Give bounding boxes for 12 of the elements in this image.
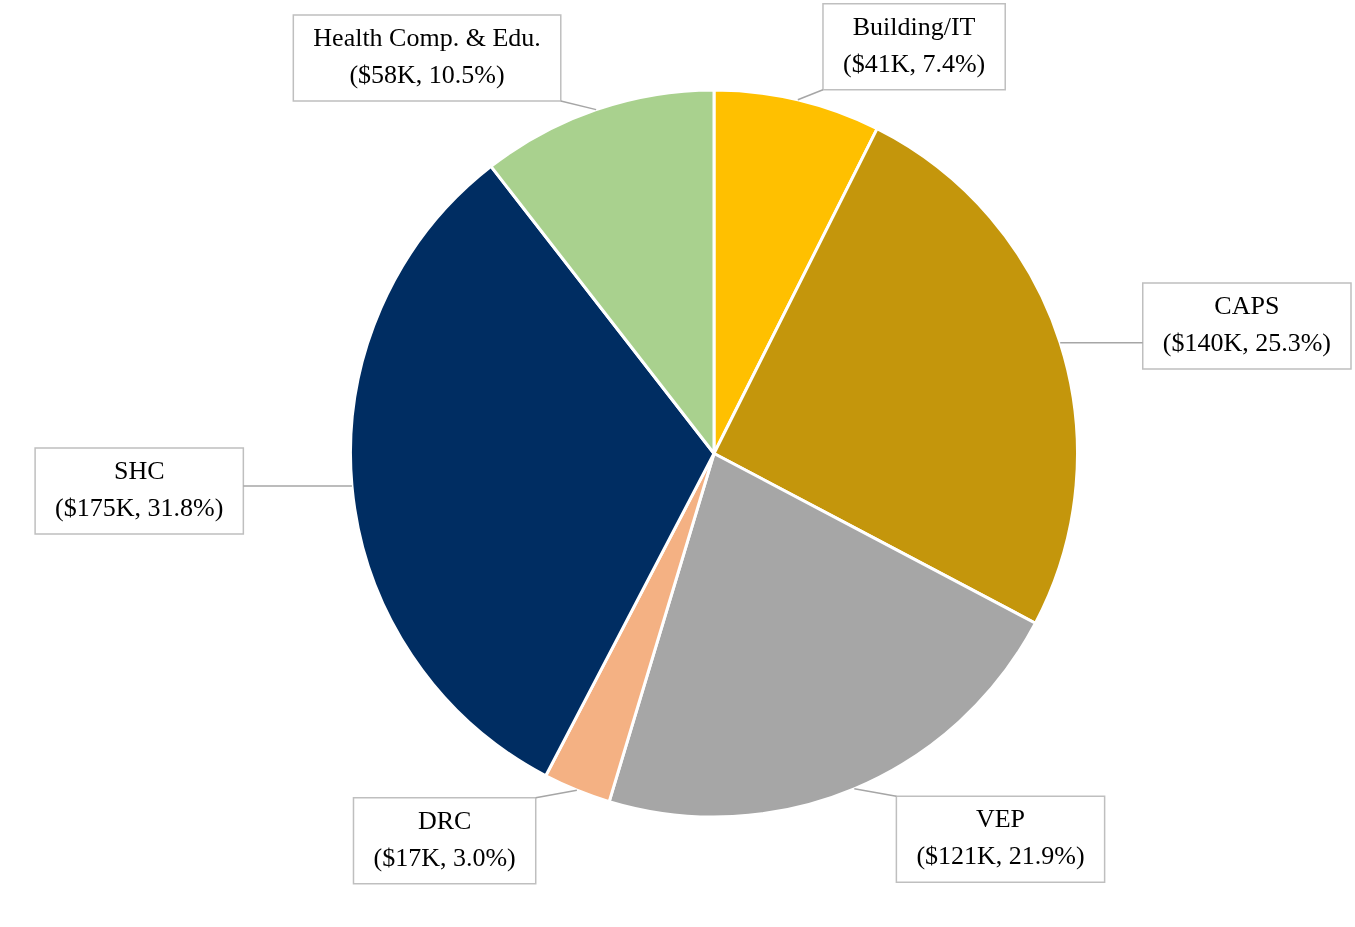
slice-label: VEP [975, 804, 1026, 834]
data-label: ($58K, 10.5%) [349, 60, 505, 90]
slice-label: Building/IT [852, 12, 976, 42]
data-label: ($175K, 31.8%) [55, 493, 224, 523]
data-label: ($17K, 3.0%) [373, 842, 516, 872]
slice-label: Health Comp. & Edu. [313, 23, 541, 53]
data-label: ($121K, 21.9%) [916, 841, 1085, 871]
slice-label: CAPS [1214, 291, 1280, 321]
data-label: ($140K, 25.3%) [1162, 328, 1332, 358]
data-label: ($41K, 7.4%) [842, 49, 986, 79]
slice-label: DRC [417, 805, 472, 835]
slice-label: SHC [113, 456, 165, 486]
